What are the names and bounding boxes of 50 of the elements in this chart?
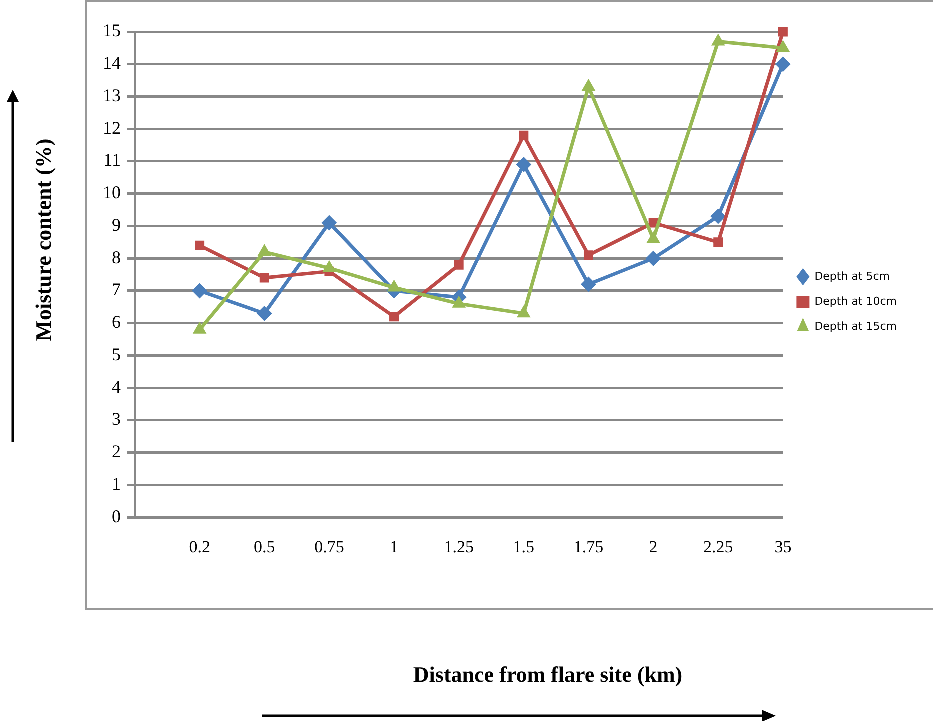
y-tick-label: 10	[103, 182, 121, 203]
y-axis-title: Moisture content (%)	[31, 138, 57, 342]
x-tick-label: 35	[774, 537, 792, 556]
point	[776, 40, 790, 52]
y-tick-label: 13	[103, 85, 121, 106]
point	[710, 209, 726, 224]
point	[581, 277, 596, 292]
y-tick-label: 9	[112, 214, 121, 235]
point	[714, 238, 724, 248]
point	[454, 260, 464, 270]
x-tick-label: 2.25	[703, 537, 734, 556]
point	[712, 34, 725, 46]
point	[192, 283, 208, 298]
x-tick-label: 0.2	[189, 537, 210, 556]
x-axis-title: Distance from flare site (km)	[413, 662, 683, 688]
y-tick-label: 1	[112, 474, 121, 494]
x-tick-label: 2	[649, 537, 658, 556]
y-tick-label: 14	[103, 53, 121, 74]
point	[516, 157, 532, 172]
point	[260, 273, 270, 283]
x-tick-label: 1.75	[574, 537, 604, 556]
point	[646, 251, 662, 266]
y-tick-label: 4	[112, 376, 121, 397]
point	[519, 130, 529, 140]
y-tick-label: 2	[112, 442, 121, 462]
point	[390, 312, 400, 322]
x-tick-label: 1.25	[444, 537, 474, 556]
legend-label: Depth at 15cm	[814, 320, 897, 333]
point	[257, 306, 272, 322]
legend-label: Depth at 10cm	[814, 294, 897, 308]
x-tick-label: 1	[390, 537, 399, 556]
point	[584, 250, 594, 260]
point	[582, 80, 596, 92]
y-tick-label: 0	[112, 506, 121, 526]
x-tick-label: 0.75	[314, 537, 344, 556]
legend-label: Depth at 5cm	[814, 270, 890, 283]
point	[778, 27, 788, 37]
point	[776, 56, 791, 72]
point	[322, 216, 337, 231]
y-tick-label: 12	[103, 118, 121, 138]
y-tick-label: 11	[104, 150, 121, 170]
x-tick-label: 1.5	[513, 537, 535, 556]
y-tick-label: 5	[112, 344, 121, 364]
point	[195, 240, 205, 250]
x-tick-label: 0.5	[254, 537, 276, 556]
y-tick-label: 3	[112, 409, 121, 430]
y-tick-label: 6	[112, 312, 121, 332]
y-tick-label: 8	[112, 247, 121, 268]
y-tick-label: 7	[112, 280, 121, 300]
y-tick-label: 15	[103, 20, 121, 41]
